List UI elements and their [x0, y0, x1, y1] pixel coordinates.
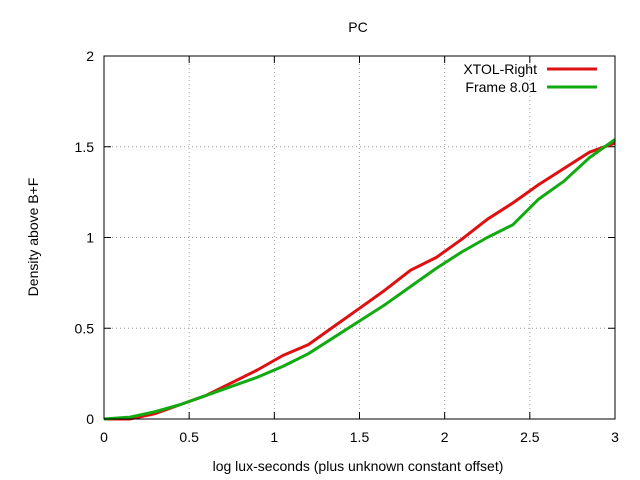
- x-tick-label: 1.5: [350, 429, 370, 445]
- y-tick-label: 1.5: [75, 139, 95, 155]
- y-axis-label: Density above B+F: [25, 178, 41, 297]
- x-tick-label: 0: [100, 429, 108, 445]
- grid: [104, 56, 615, 419]
- legend-label: Frame 8.01: [465, 79, 537, 95]
- y-tick-label: 0: [86, 411, 94, 427]
- axis-tick-labels: 0 0.5 1 1.5 2 2.5 3 0 0.5 1 1.5 2: [75, 48, 620, 445]
- y-tick-label: 2: [86, 48, 94, 64]
- legend-label: XTOL-Right: [463, 61, 537, 77]
- plot-frame: [103, 55, 616, 420]
- legend: XTOL-Right Frame 8.01: [463, 61, 597, 95]
- y-tick-label: 0.5: [75, 320, 95, 336]
- x-tick-label: 3: [611, 429, 619, 445]
- x-tick-label: 2: [441, 429, 449, 445]
- x-axis-label: log lux-seconds (plus unknown constant o…: [213, 458, 504, 474]
- plot-series: [103, 138, 616, 421]
- x-tick-label: 1: [270, 429, 278, 445]
- x-tick-label: 2.5: [520, 429, 540, 445]
- y-tick-label: 1: [86, 230, 94, 246]
- x-tick-label: 0.5: [179, 429, 199, 445]
- series-line-frame-8-01: [103, 138, 616, 421]
- chart-title: PC: [348, 19, 367, 35]
